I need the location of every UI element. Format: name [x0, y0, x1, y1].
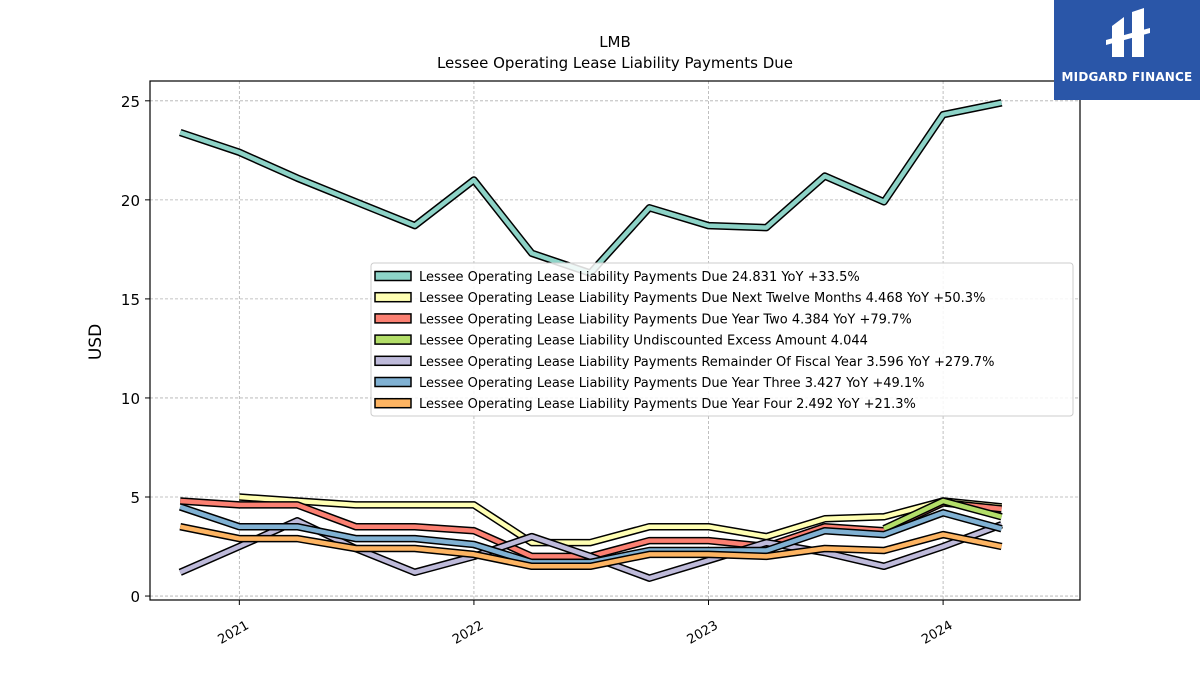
y-tick-label: 5 — [130, 489, 140, 507]
legend-swatch — [374, 313, 412, 324]
x-tick-label: 2023 — [685, 618, 721, 648]
legend-swatch — [374, 355, 412, 367]
series-line — [179, 504, 1003, 565]
series-line-outline — [179, 99, 1003, 277]
brand-name: MIDGARD FINANCE — [1061, 70, 1193, 84]
legend-label: Lessee Operating Lease Liability Payment… — [419, 355, 994, 370]
logo-mark-icon — [1106, 8, 1150, 57]
chart-title: LMB — [599, 33, 631, 51]
legend-label: Lessee Operating Lease Liability Payment… — [419, 397, 916, 412]
x-tick-label: 2024 — [919, 618, 955, 648]
y-axis-label: USD — [86, 324, 106, 360]
series-line — [239, 494, 1002, 545]
brand-logo: MIDGARD FINANCE — [1054, 0, 1200, 100]
legend-label: Lessee Operating Lease Liability Payment… — [419, 312, 912, 327]
legend-label: Lessee Operating Lease Liability Payment… — [419, 291, 985, 306]
legend-swatch — [374, 291, 412, 303]
series-line — [179, 524, 1003, 569]
y-tick-label: 15 — [121, 291, 140, 309]
legend-label: Lessee Operating Lease Liability Undisco… — [419, 334, 868, 349]
y-axis: 0 5 10 15 20 25 — [121, 93, 150, 606]
legend-label: Lessee Operating Lease Liability Payment… — [419, 270, 860, 285]
x-tick-label: 2021 — [216, 618, 252, 648]
legend-swatch — [374, 334, 412, 345]
legend-swatch — [374, 397, 412, 409]
plot-frame — [149, 80, 1081, 601]
y-tick-label: 20 — [121, 192, 140, 210]
x-tick-label: 2022 — [450, 618, 486, 648]
legend-swatch — [374, 376, 412, 388]
y-tick-label: 10 — [121, 390, 140, 408]
x-axis: 2021 2022 2023 2024 — [216, 600, 955, 648]
y-tick-label: 25 — [121, 93, 140, 111]
legend-swatch — [374, 270, 412, 282]
legend-box — [370, 262, 1074, 417]
legend: Lessee Operating Lease Liability Payment… — [370, 262, 1074, 417]
chart-subtitle: Lessee Operating Lease Liability Payment… — [437, 54, 793, 72]
y-tick-label: 0 — [130, 588, 140, 606]
series-line — [883, 498, 1003, 531]
series-line — [179, 100, 1003, 276]
legend-label: Lessee Operating Lease Liability Payment… — [419, 376, 925, 391]
